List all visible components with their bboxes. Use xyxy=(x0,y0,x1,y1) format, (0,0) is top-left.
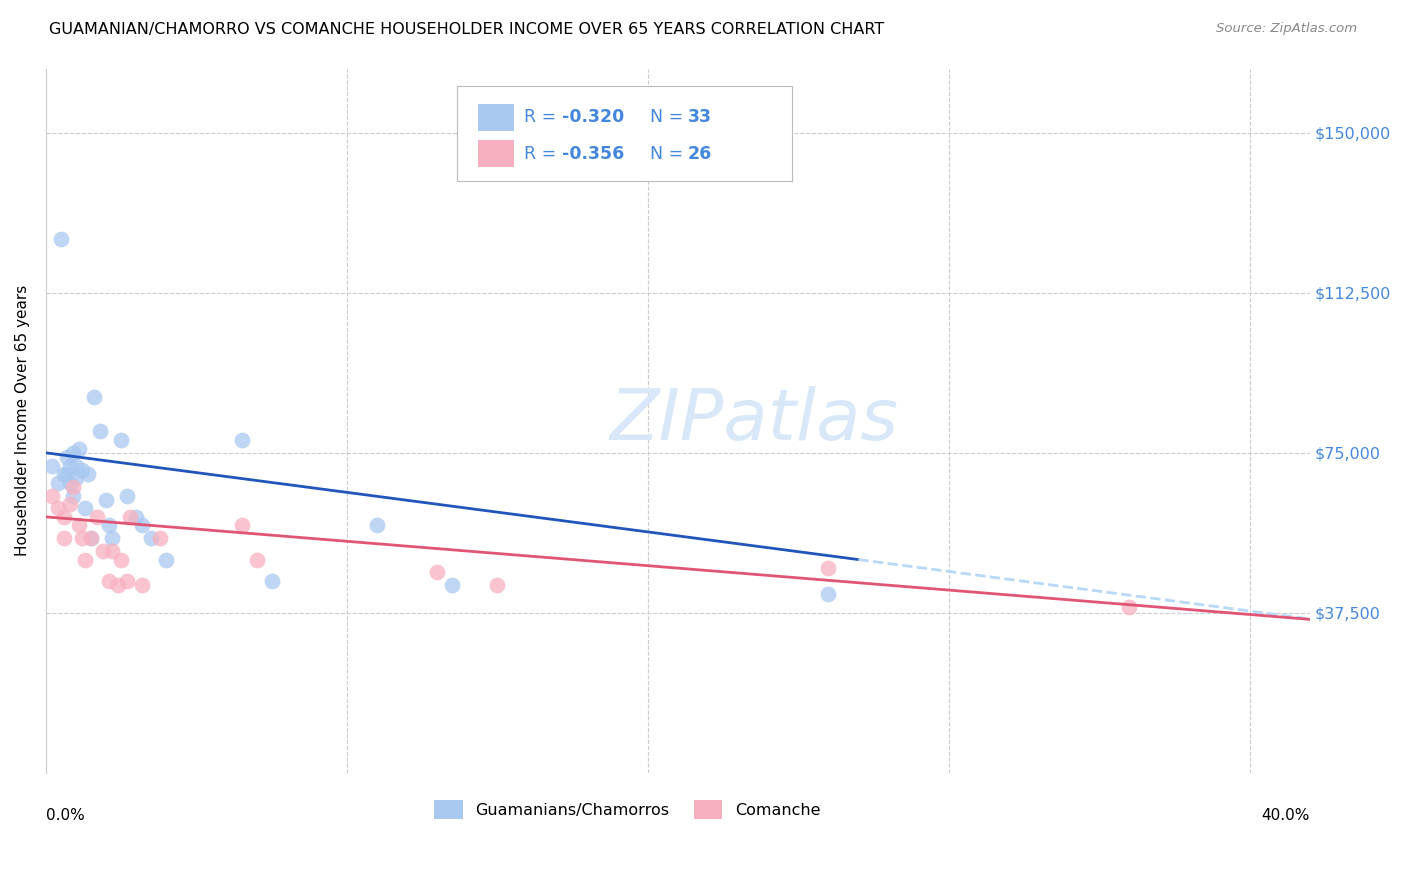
Text: Source: ZipAtlas.com: Source: ZipAtlas.com xyxy=(1216,22,1357,36)
Text: GUAMANIAN/CHAMORRO VS COMANCHE HOUSEHOLDER INCOME OVER 65 YEARS CORRELATION CHAR: GUAMANIAN/CHAMORRO VS COMANCHE HOUSEHOLD… xyxy=(49,22,884,37)
Text: R =: R = xyxy=(523,145,561,162)
Point xyxy=(115,489,138,503)
Point xyxy=(486,578,509,592)
Point xyxy=(53,467,76,482)
Point xyxy=(366,518,388,533)
Point xyxy=(56,450,79,464)
Point xyxy=(75,501,97,516)
Point xyxy=(53,531,76,545)
Point xyxy=(46,475,69,490)
Point xyxy=(59,458,82,473)
Point xyxy=(62,480,84,494)
Text: N =: N = xyxy=(650,145,689,162)
Point xyxy=(80,531,103,545)
Point xyxy=(149,531,172,545)
Text: ZIPatlas: ZIPatlas xyxy=(609,386,898,455)
Point xyxy=(67,518,90,533)
Point xyxy=(260,574,283,588)
Point xyxy=(101,544,124,558)
FancyBboxPatch shape xyxy=(478,103,513,130)
Point xyxy=(77,467,100,482)
Point xyxy=(65,458,87,473)
Y-axis label: Householder Income Over 65 years: Householder Income Over 65 years xyxy=(15,285,30,557)
Text: -0.356: -0.356 xyxy=(561,145,624,162)
Point xyxy=(53,509,76,524)
Point xyxy=(91,544,114,558)
Point xyxy=(246,552,269,566)
Point xyxy=(62,446,84,460)
Point xyxy=(231,433,253,447)
Text: 26: 26 xyxy=(688,145,713,162)
Point xyxy=(59,497,82,511)
Point xyxy=(426,566,449,580)
Point xyxy=(70,531,93,545)
Point xyxy=(120,509,142,524)
Point xyxy=(65,471,87,485)
Point xyxy=(70,463,93,477)
Point xyxy=(115,574,138,588)
Point xyxy=(46,501,69,516)
Point xyxy=(62,489,84,503)
Point xyxy=(80,531,103,545)
Point xyxy=(1118,599,1140,614)
Point xyxy=(110,552,132,566)
Legend: Guamanians/Chamorros, Comanche: Guamanians/Chamorros, Comanche xyxy=(427,794,827,825)
Point xyxy=(89,425,111,439)
Point xyxy=(75,552,97,566)
Text: R =: R = xyxy=(523,108,561,126)
Text: 33: 33 xyxy=(688,108,711,126)
Point xyxy=(94,492,117,507)
Point xyxy=(441,578,464,592)
Point xyxy=(125,509,148,524)
Point xyxy=(155,552,177,566)
Point xyxy=(110,433,132,447)
Point xyxy=(98,574,121,588)
Point xyxy=(101,531,124,545)
Point xyxy=(131,518,153,533)
Point xyxy=(107,578,129,592)
Text: 0.0%: 0.0% xyxy=(46,808,84,823)
Text: -0.320: -0.320 xyxy=(561,108,624,126)
Text: N =: N = xyxy=(650,108,689,126)
Point xyxy=(98,518,121,533)
Point xyxy=(817,561,839,575)
Point xyxy=(131,578,153,592)
Point xyxy=(817,587,839,601)
Point xyxy=(56,467,79,482)
Point xyxy=(141,531,163,545)
Point xyxy=(67,442,90,456)
Point xyxy=(49,232,72,246)
Point xyxy=(86,509,108,524)
FancyBboxPatch shape xyxy=(457,87,792,181)
Point xyxy=(83,390,105,404)
Point xyxy=(231,518,253,533)
Point xyxy=(41,489,63,503)
Point xyxy=(41,458,63,473)
Text: 40.0%: 40.0% xyxy=(1261,808,1310,823)
Point xyxy=(59,475,82,490)
FancyBboxPatch shape xyxy=(478,140,513,167)
